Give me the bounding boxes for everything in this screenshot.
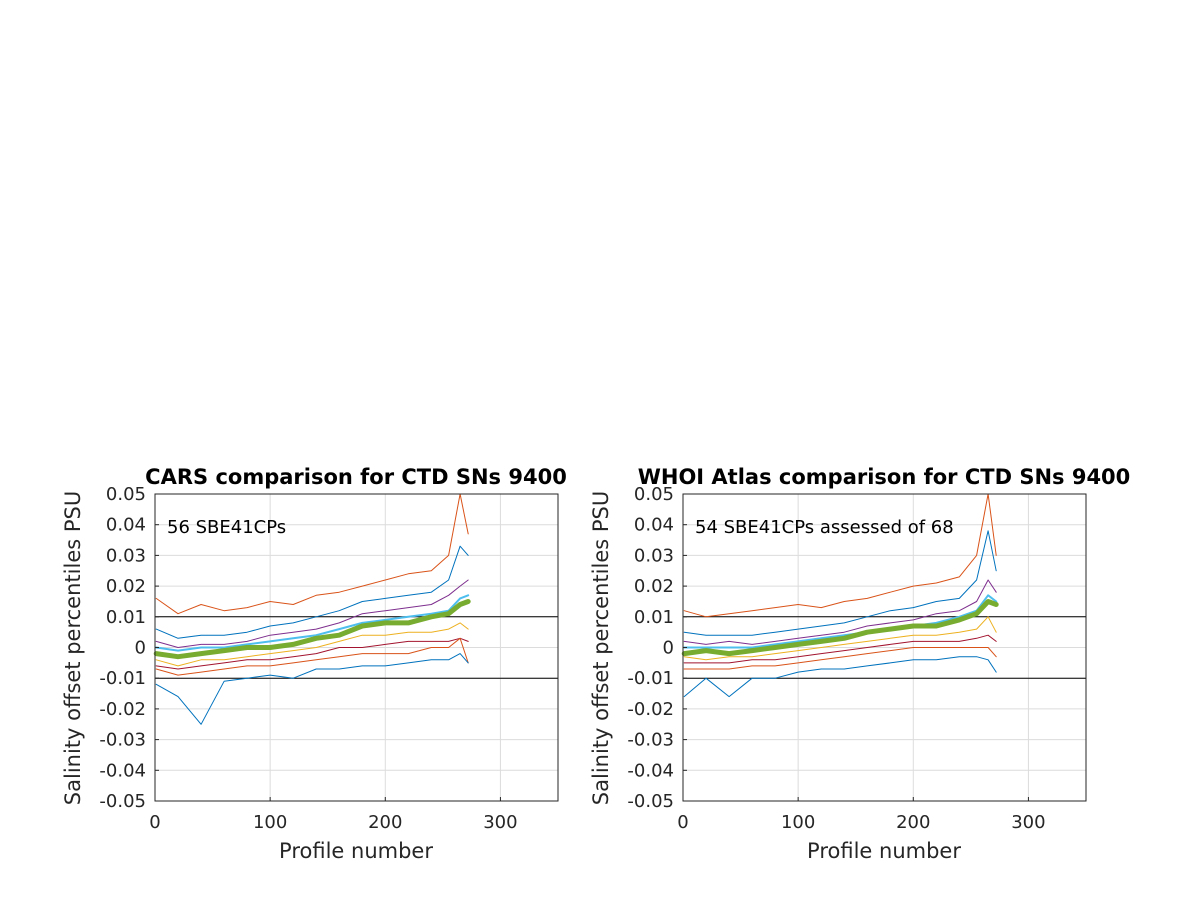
whoi-atlas-comparison-panel: WHOI Atlas comparison for CTD SNs 9400 P… [589, 465, 1130, 863]
y-tick-label: 0.04 [634, 515, 674, 536]
panel-title: CARS comparison for CTD SNs 9400 [145, 465, 567, 489]
series-line-2 [155, 545, 469, 639]
panel-title: WHOI Atlas comparison for CTD SNs 9400 [638, 465, 1131, 489]
series-line-5 [681, 599, 999, 657]
x-tick-label: 0 [677, 812, 688, 833]
x-tick-label: 300 [483, 812, 517, 833]
x-axis-label: Profile number [807, 839, 961, 863]
y-tick-label: 0.01 [634, 607, 674, 628]
series-line-3 [155, 579, 469, 648]
series-group [153, 493, 471, 725]
y-tick-label: 0.03 [106, 545, 146, 566]
series-line-8 [683, 647, 997, 670]
series-line-7 [155, 637, 469, 670]
x-tick-label: 100 [781, 812, 815, 833]
x-tick-label: 200 [368, 812, 402, 833]
y-tick-label: -0.01 [627, 668, 674, 689]
series-line-3 [683, 579, 997, 645]
y-tick-label: -0.01 [99, 668, 146, 689]
y-tick-label: 0.02 [106, 576, 146, 597]
y-tick-label: -0.05 [627, 791, 674, 812]
y-axis-label: Salinity offset percentiles PSU [589, 491, 613, 805]
y-tick-label: -0.03 [627, 730, 674, 751]
series-line-1 [683, 493, 997, 618]
series-line-4 [155, 594, 470, 652]
y-tick-label: 0.05 [106, 484, 146, 505]
series-line-5 [153, 599, 471, 660]
series-line-2 [683, 530, 997, 636]
series-line-8 [155, 637, 469, 676]
y-tick-label: 0 [135, 638, 146, 659]
y-tick-label: 0.01 [106, 607, 146, 628]
series-line-1 [155, 493, 469, 615]
y-tick-label: -0.02 [627, 699, 674, 720]
series-group [681, 493, 999, 698]
x-tick-label: 0 [149, 812, 160, 833]
x-tick-label: 300 [1011, 812, 1045, 833]
y-tick-label: -0.05 [99, 791, 146, 812]
series-line-7 [683, 634, 997, 664]
y-tick-label: 0.02 [634, 576, 674, 597]
series-line-6 [155, 622, 469, 667]
y-tick-label: -0.04 [627, 760, 674, 781]
cars-comparison-panel: CARS comparison for CTD SNs 9400 Profile… [61, 465, 567, 863]
y-tick-label: -0.02 [99, 699, 146, 720]
series-line-6 [683, 616, 997, 661]
y-tick-label: -0.03 [99, 730, 146, 751]
y-tick-label: 0 [663, 638, 674, 659]
series-line-9 [155, 653, 469, 725]
y-tick-label: -0.04 [99, 760, 146, 781]
x-tick-label: 100 [253, 812, 287, 833]
x-axis-label: Profile number [279, 839, 433, 863]
instrument-count-annotation: 56 SBE41CPs [167, 517, 286, 538]
y-axis-label: Salinity offset percentiles PSU [61, 491, 85, 805]
y-tick-label: 0.03 [634, 545, 674, 566]
instrument-count-annotation: 54 SBE41CPs assessed of 68 [695, 517, 954, 538]
series-line-9 [683, 656, 997, 698]
x-tick-label: 200 [896, 812, 930, 833]
y-tick-label: 0.04 [106, 515, 146, 536]
y-tick-label: 0.05 [634, 484, 674, 505]
